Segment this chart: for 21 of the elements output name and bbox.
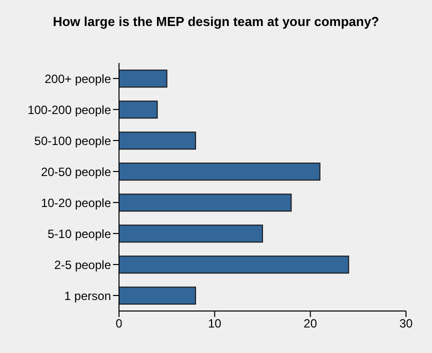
- y-tick-label: 20-50 people: [40, 164, 112, 179]
- bar: [119, 194, 292, 212]
- chart-title: How large is the MEP design team at your company?: [52, 14, 380, 29]
- y-tick-label: 2-5 people: [54, 258, 112, 272]
- bar: [119, 162, 320, 181]
- y-tick-label: 1 person: [64, 288, 111, 303]
- x-tick-label: 20: [304, 316, 318, 331]
- bar: [119, 224, 263, 243]
- y-tick-label: 5-10 people: [48, 226, 112, 241]
- y-tick-label: 100-200 people: [28, 102, 112, 117]
- x-tick-label: 0: [116, 316, 123, 331]
- bar: [119, 256, 350, 274]
- y-tick-label: 50-100 people: [34, 134, 112, 148]
- bar: [119, 100, 158, 119]
- x-tick-label: 10: [208, 316, 222, 331]
- x-tick-label: 30: [399, 316, 413, 331]
- y-tick-label: 10-20 people: [40, 196, 112, 210]
- y-tick-label: 200+ people: [44, 72, 112, 86]
- bar: [119, 132, 196, 150]
- bar: [119, 70, 168, 88]
- bar: [119, 286, 196, 305]
